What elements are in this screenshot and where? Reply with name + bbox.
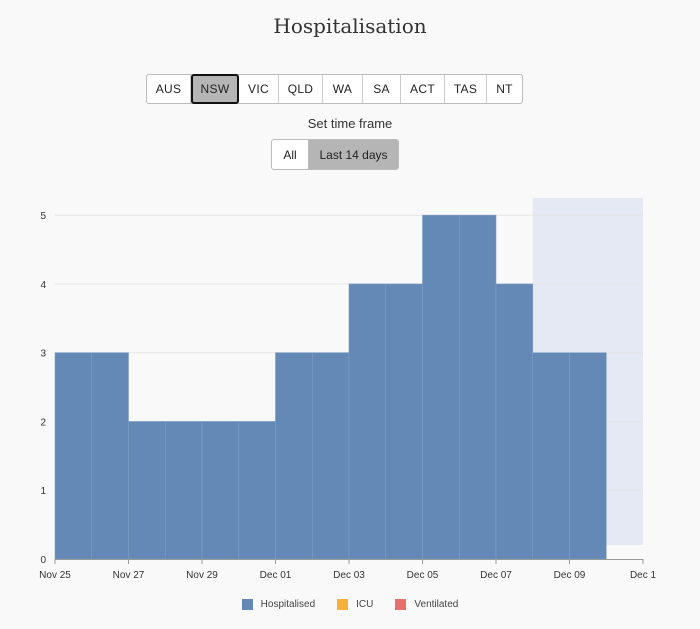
region-button-aus[interactable]: AUS (147, 75, 191, 103)
chart-title: Hospitalisation (273, 14, 427, 38)
y-tick-label: 4 (40, 280, 46, 291)
y-tick-label: 0 (40, 555, 46, 566)
x-tick-label: Nov 27 (113, 570, 145, 581)
bar-nov-27 (128, 421, 166, 560)
timeframe-button-last-14-days[interactable]: Last 14 days (309, 140, 398, 169)
bar-dec-03 (348, 283, 387, 560)
bar-nov-26 (91, 352, 129, 560)
x-tick-label: Dec 03 (333, 570, 365, 581)
bar-dec-06 (458, 214, 497, 560)
y-tick-label: 1 (40, 486, 46, 497)
bar-nov-30 (238, 421, 276, 560)
legend-label: ICU (356, 599, 374, 610)
bar-dec-02 (311, 352, 350, 560)
legend-label: Ventilated (414, 599, 459, 610)
legend-item-icu[interactable]: ICU (337, 599, 373, 610)
bar-dec-04 (385, 283, 423, 560)
y-tick-label: 2 (40, 417, 46, 428)
bar-dec-05 (422, 214, 460, 560)
timeframe-label: Set time frame (307, 116, 393, 131)
region-button-wa[interactable]: WA (323, 75, 363, 103)
y-tick-label: 3 (40, 349, 46, 360)
legend-swatch (395, 599, 407, 610)
bar-dec-09 (569, 352, 607, 560)
x-tick-label: Dec 01 (260, 570, 292, 581)
legend-item-ventilated[interactable]: Ventilated (395, 599, 458, 610)
x-tick-label: Dec 1 (630, 570, 657, 581)
chart-legend: Hospitalised ICU Ventilated (0, 599, 700, 610)
bar-nov-25 (54, 352, 93, 560)
region-button-nt[interactable]: NT (496, 82, 513, 96)
region-button-vic[interactable]: VIC (239, 75, 279, 103)
region-button-act[interactable]: ACT (401, 75, 445, 103)
legend-swatch (241, 599, 253, 610)
bar-dec-01 (275, 352, 313, 560)
timeframe-button-all[interactable]: All (272, 140, 309, 169)
x-tick-label: Nov 29 (186, 570, 218, 581)
legend-label: Hospitalised (260, 599, 316, 610)
region-button-qld[interactable]: QLD (279, 75, 323, 103)
region-button-sa[interactable]: SA (363, 75, 401, 103)
region-selector: AUS NSW VIC QLD WA SA ACT TAS NT (146, 74, 523, 104)
x-tick-label: Dec 05 (407, 570, 439, 581)
region-button-tas[interactable]: TAS (445, 75, 487, 103)
legend-swatch (337, 599, 349, 610)
y-tick-label: 5 (40, 211, 46, 222)
bar-nov-29 (201, 421, 240, 560)
bar-dec-08 (532, 352, 570, 560)
legend-item-hospitalised[interactable]: Hospitalised (241, 599, 316, 610)
x-tick-label: Dec 07 (480, 570, 512, 581)
bar-dec-07 (495, 283, 534, 560)
x-tick-label: Dec 09 (554, 570, 586, 581)
bar-nov-28 (164, 421, 203, 560)
region-button-nsw[interactable]: NSW (191, 74, 239, 104)
hospitalisation-chart: 0 1 2 3 4 5 Nov 25 Nov 27 Nov 29 Dec 01 Dec 03 Dec … (39, 198, 657, 581)
x-tick-label: Nov 25 (39, 570, 71, 581)
timeframe-selector: All Last 14 days (271, 139, 399, 170)
